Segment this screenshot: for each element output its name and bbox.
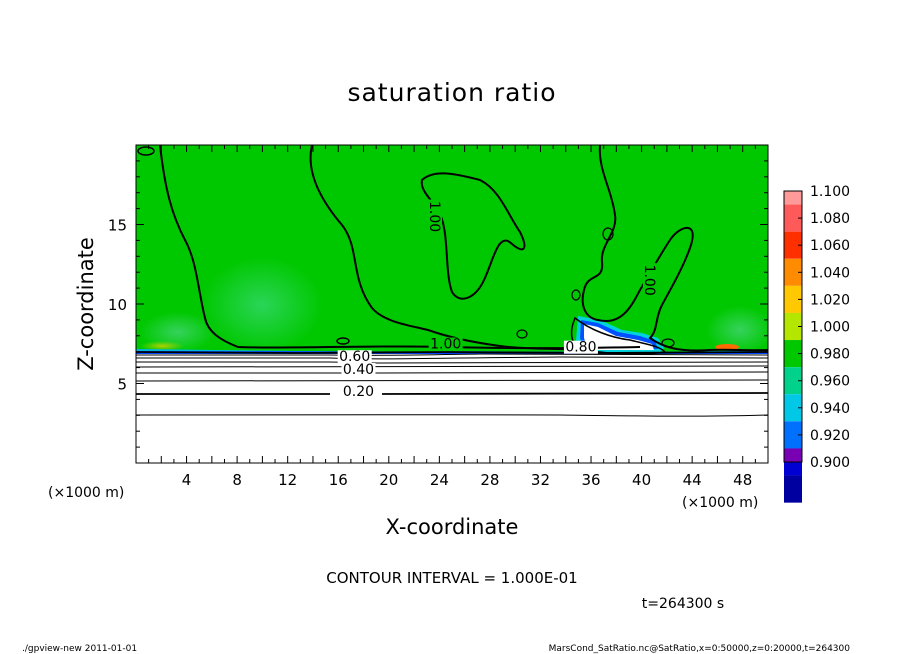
colorbar-label: 1.060: [810, 238, 850, 254]
colorbar-label: 0.900: [810, 455, 850, 471]
contour-label-text: 1.00: [426, 201, 442, 232]
plot-area: [136, 145, 768, 463]
y-tick-label: 5: [117, 376, 127, 394]
colorbar-label: 1.080: [810, 211, 850, 227]
colorbar-label: 1.000: [810, 320, 850, 336]
colorbar-label: 0.980: [810, 347, 850, 363]
colorbar-band: [784, 394, 802, 422]
contour-0.20: [136, 392, 768, 395]
subsaturated-patch: [706, 306, 768, 354]
contour-label-text: 0.60: [339, 349, 370, 365]
y-axis-label: Z-coordinate: [74, 237, 98, 371]
x-tick-label: 40: [632, 471, 651, 489]
contour-label-text: 0.40: [343, 362, 374, 378]
y-axis: 5 10 15: [108, 160, 768, 448]
x-axis-label: X-coordinate: [386, 515, 519, 539]
contour-label-text: 1.00: [430, 337, 461, 353]
y-tick-label: 15: [108, 217, 127, 235]
contour-label-bg: [337, 350, 372, 364]
contour-1.00-cell: [571, 289, 581, 301]
x-tick-label: 4: [182, 471, 192, 489]
x-tick-label: 28: [480, 471, 499, 489]
contour-label-bg: [341, 362, 376, 376]
contour-1.00-middle: [420, 172, 526, 300]
contour-label: 1.00: [428, 337, 463, 353]
contour-label: 1.00: [426, 199, 443, 234]
x-tick-label: 48: [733, 471, 752, 489]
contour-label: 1.00: [641, 263, 657, 298]
contour-1.00-top: [309, 145, 586, 351]
contour-interval-note: CONTOUR INTERVAL = 1.000E-01: [326, 569, 577, 587]
y-tick-label: 10: [108, 296, 127, 314]
colorbar-band: [784, 448, 802, 462]
contour-1.00-cell: [336, 337, 350, 345]
contour-label-text: 0.20: [343, 384, 374, 400]
contour-0.30: [136, 379, 768, 382]
x-tick-label: 32: [531, 471, 550, 489]
contour-1.00-cell: [137, 146, 155, 156]
x-tick-label: 44: [683, 471, 702, 489]
colorbar-band: [784, 475, 802, 503]
colorbar-band: [784, 421, 802, 449]
supersaturated-patch: [715, 344, 739, 350]
contour-1.00-cell: [602, 227, 614, 241]
colorbar-label: 0.920: [810, 428, 850, 444]
colorbar-band: [784, 231, 802, 259]
contour-label-bg: [642, 263, 657, 298]
contour-1.00-cell: [661, 338, 675, 348]
subsaturated-patch: [202, 257, 322, 353]
colorbar-band: [784, 258, 802, 286]
x-tick-label: 24: [430, 471, 449, 489]
y-axis-unit: (×1000 m): [48, 485, 124, 501]
contour-1.00-cell: [516, 329, 528, 339]
contour-label-text: 1.00: [641, 265, 657, 296]
x-tick-label: 12: [278, 471, 297, 489]
x-tick-label: 20: [379, 471, 398, 489]
x-axis: 4 8 12 16 20 24 28 32 36 40 44 48: [148, 145, 756, 489]
contour-label-bg: [341, 385, 376, 399]
time-note: t=264300 s: [642, 596, 724, 612]
contour-label: 0.40: [341, 362, 376, 378]
colorbar-label: 0.960: [810, 374, 850, 390]
cloud-region: [584, 324, 654, 350]
colorbar: 1.100 1.080 1.060 1.040 1.020 1.000 0.980 0.960…: [783, 184, 850, 503]
x-axis-unit: (×1000 m): [682, 495, 758, 511]
contour-label: 0.20: [341, 384, 376, 400]
colorbar-band: [784, 191, 802, 205]
supersaturated-patch: [140, 341, 184, 351]
footer-left: ./gpview-new 2011-01-01: [22, 644, 137, 654]
colorbar-band: [784, 285, 802, 313]
colorbar-band: [784, 340, 802, 368]
contour-0.50: [136, 365, 768, 368]
chart-title: saturation ratio: [347, 78, 556, 107]
dry-layer: [136, 354, 768, 463]
x-tick-label: 36: [581, 471, 600, 489]
contour-label-bg: [563, 340, 598, 354]
contour-label-bg: [428, 337, 463, 351]
contour-0.90: [136, 351, 768, 354]
contour-0.10: [136, 414, 768, 417]
colorbar-label: 1.100: [810, 184, 850, 200]
colorbar-band: [784, 204, 802, 232]
footer-right: MarsCond_SatRatio.nc@SatRatio,x=0:50000,…: [549, 644, 851, 654]
contour-label-bg: [428, 199, 443, 234]
contour-label: 0.80: [563, 340, 598, 356]
colorbar-band: [784, 367, 802, 395]
contour-1.00-left: [159, 145, 641, 350]
colorbar-label: 1.040: [810, 265, 850, 281]
colorbar-label: 1.020: [810, 292, 850, 308]
x-tick-label: 8: [232, 471, 242, 489]
colorbar-label: 0.940: [810, 401, 850, 417]
colorbar-band: [784, 312, 802, 341]
x-tick-label: 16: [329, 471, 348, 489]
contour-labels: 1.00 1.00 1.00 0.80 0.600.40 0.20: [337, 199, 657, 400]
contour-label-text: 0.80: [565, 340, 596, 356]
contour-label: 0.60: [337, 349, 372, 365]
